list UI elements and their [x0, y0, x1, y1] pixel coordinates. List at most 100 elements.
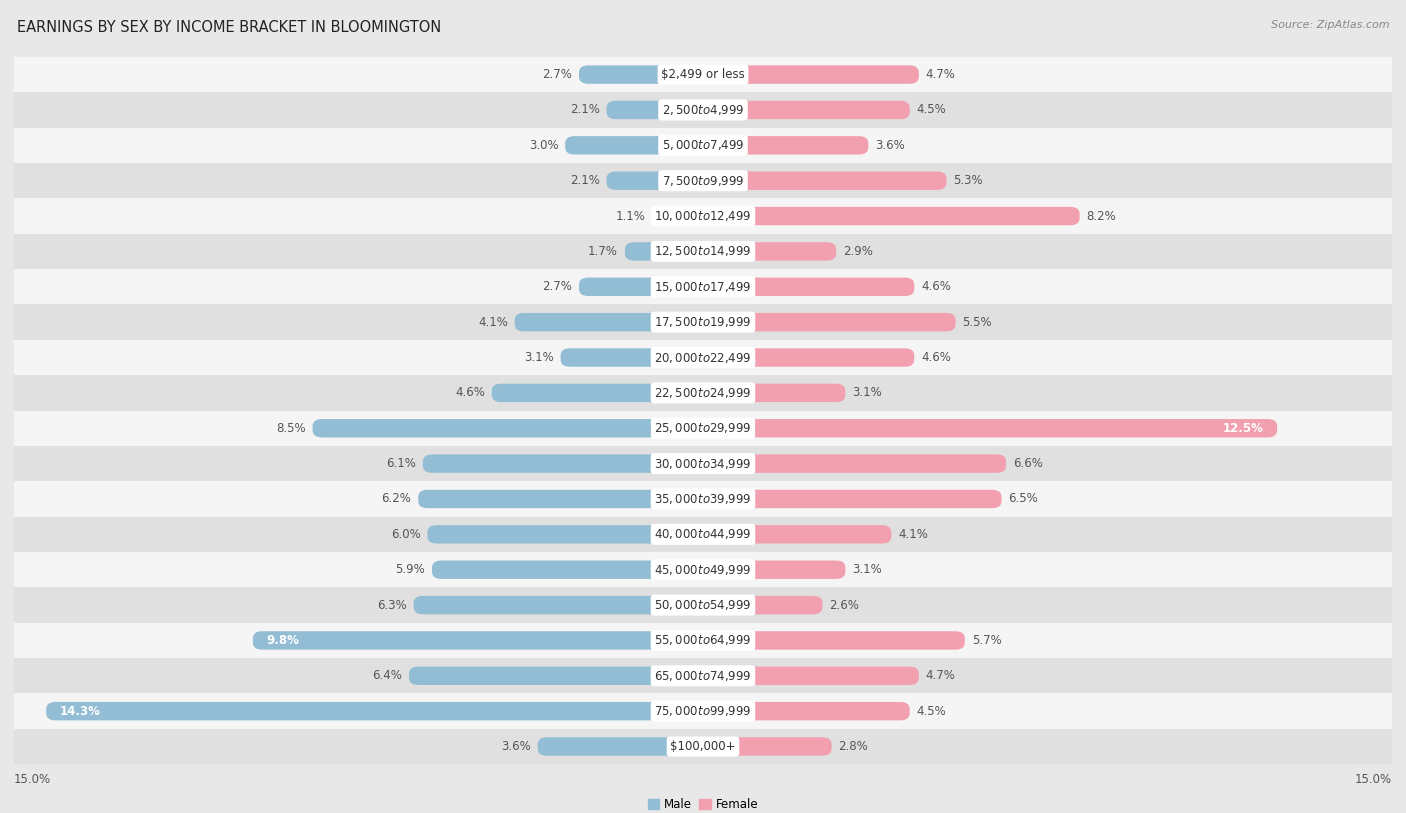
Text: 3.0%: 3.0%: [529, 139, 558, 152]
FancyBboxPatch shape: [703, 172, 946, 190]
FancyBboxPatch shape: [703, 348, 914, 367]
Text: 5.5%: 5.5%: [963, 315, 993, 328]
Text: 5.9%: 5.9%: [395, 563, 425, 576]
Text: $15,000 to $17,499: $15,000 to $17,499: [654, 280, 752, 293]
FancyBboxPatch shape: [413, 596, 703, 615]
FancyBboxPatch shape: [418, 489, 703, 508]
Text: 2.6%: 2.6%: [830, 598, 859, 611]
Bar: [14, 729, 1392, 764]
Bar: [14, 57, 1392, 92]
Text: 6.3%: 6.3%: [377, 598, 406, 611]
Bar: [14, 128, 1392, 163]
Text: 4.5%: 4.5%: [917, 103, 946, 116]
Text: $25,000 to $29,999: $25,000 to $29,999: [654, 421, 752, 435]
Text: 1.7%: 1.7%: [588, 245, 619, 258]
Text: 6.0%: 6.0%: [391, 528, 420, 541]
FancyBboxPatch shape: [703, 631, 965, 650]
Bar: [14, 340, 1392, 375]
Text: EARNINGS BY SEX BY INCOME BRACKET IN BLOOMINGTON: EARNINGS BY SEX BY INCOME BRACKET IN BLO…: [17, 20, 441, 35]
Text: 2.1%: 2.1%: [569, 174, 599, 187]
Text: 2.7%: 2.7%: [543, 68, 572, 81]
Text: 5.7%: 5.7%: [972, 634, 1001, 647]
Text: $10,000 to $12,499: $10,000 to $12,499: [654, 209, 752, 223]
Text: $35,000 to $39,999: $35,000 to $39,999: [654, 492, 752, 506]
FancyBboxPatch shape: [432, 560, 703, 579]
Bar: [14, 198, 1392, 234]
Bar: [14, 659, 1392, 693]
FancyBboxPatch shape: [703, 207, 1080, 225]
Bar: [14, 481, 1392, 517]
Bar: [14, 411, 1392, 446]
FancyBboxPatch shape: [703, 136, 869, 154]
Text: $40,000 to $44,999: $40,000 to $44,999: [654, 528, 752, 541]
Bar: [14, 304, 1392, 340]
FancyBboxPatch shape: [606, 172, 703, 190]
Text: Source: ZipAtlas.com: Source: ZipAtlas.com: [1271, 20, 1389, 30]
FancyBboxPatch shape: [606, 101, 703, 120]
FancyBboxPatch shape: [515, 313, 703, 332]
Text: $30,000 to $34,999: $30,000 to $34,999: [654, 457, 752, 471]
FancyBboxPatch shape: [703, 65, 920, 84]
FancyBboxPatch shape: [703, 737, 831, 756]
Text: $2,500 to $4,999: $2,500 to $4,999: [662, 103, 744, 117]
FancyBboxPatch shape: [423, 454, 703, 473]
Text: $75,000 to $99,999: $75,000 to $99,999: [654, 704, 752, 718]
Bar: [14, 376, 1392, 411]
Text: 4.7%: 4.7%: [925, 669, 956, 682]
Text: 4.5%: 4.5%: [917, 705, 946, 718]
Bar: [14, 693, 1392, 729]
FancyBboxPatch shape: [492, 384, 703, 402]
Bar: [14, 587, 1392, 623]
FancyBboxPatch shape: [579, 277, 703, 296]
FancyBboxPatch shape: [703, 596, 823, 615]
Bar: [14, 269, 1392, 304]
FancyBboxPatch shape: [253, 631, 703, 650]
Text: 4.6%: 4.6%: [921, 280, 950, 293]
Text: 3.1%: 3.1%: [524, 351, 554, 364]
Text: 2.8%: 2.8%: [838, 740, 869, 753]
Text: $12,500 to $14,999: $12,500 to $14,999: [654, 245, 752, 259]
FancyBboxPatch shape: [409, 667, 703, 685]
Text: 6.5%: 6.5%: [1008, 493, 1038, 506]
FancyBboxPatch shape: [46, 702, 703, 720]
Text: 9.8%: 9.8%: [267, 634, 299, 647]
Text: 6.4%: 6.4%: [373, 669, 402, 682]
Text: 3.6%: 3.6%: [501, 740, 531, 753]
FancyBboxPatch shape: [703, 525, 891, 544]
Text: $100,000+: $100,000+: [671, 740, 735, 753]
Text: 5.3%: 5.3%: [953, 174, 983, 187]
Text: $45,000 to $49,999: $45,000 to $49,999: [654, 563, 752, 576]
Bar: [14, 552, 1392, 587]
Legend: Male, Female: Male, Female: [648, 798, 758, 811]
Text: $65,000 to $74,999: $65,000 to $74,999: [654, 669, 752, 683]
Text: 6.6%: 6.6%: [1012, 457, 1043, 470]
Text: 1.1%: 1.1%: [616, 210, 645, 223]
Bar: [14, 163, 1392, 198]
Bar: [14, 623, 1392, 659]
Text: 12.5%: 12.5%: [1222, 422, 1264, 435]
Text: 8.5%: 8.5%: [276, 422, 305, 435]
Text: 6.2%: 6.2%: [381, 493, 412, 506]
Text: 8.2%: 8.2%: [1087, 210, 1116, 223]
FancyBboxPatch shape: [703, 702, 910, 720]
FancyBboxPatch shape: [703, 560, 845, 579]
Text: $22,500 to $24,999: $22,500 to $24,999: [654, 386, 752, 400]
FancyBboxPatch shape: [427, 525, 703, 544]
Text: $20,000 to $22,499: $20,000 to $22,499: [654, 350, 752, 364]
FancyBboxPatch shape: [703, 419, 1277, 437]
Text: 15.0%: 15.0%: [1355, 773, 1392, 786]
Bar: [14, 233, 1392, 269]
Text: 4.6%: 4.6%: [456, 386, 485, 399]
Text: 3.1%: 3.1%: [852, 563, 882, 576]
Text: $55,000 to $64,999: $55,000 to $64,999: [654, 633, 752, 647]
Bar: [14, 92, 1392, 128]
Text: 3.1%: 3.1%: [852, 386, 882, 399]
Text: $5,000 to $7,499: $5,000 to $7,499: [662, 138, 744, 152]
Text: $17,500 to $19,999: $17,500 to $19,999: [654, 315, 752, 329]
Text: 3.6%: 3.6%: [875, 139, 905, 152]
FancyBboxPatch shape: [703, 101, 910, 120]
Text: 4.7%: 4.7%: [925, 68, 956, 81]
Bar: [14, 517, 1392, 552]
FancyBboxPatch shape: [703, 384, 845, 402]
Text: $7,500 to $9,999: $7,500 to $9,999: [662, 174, 744, 188]
